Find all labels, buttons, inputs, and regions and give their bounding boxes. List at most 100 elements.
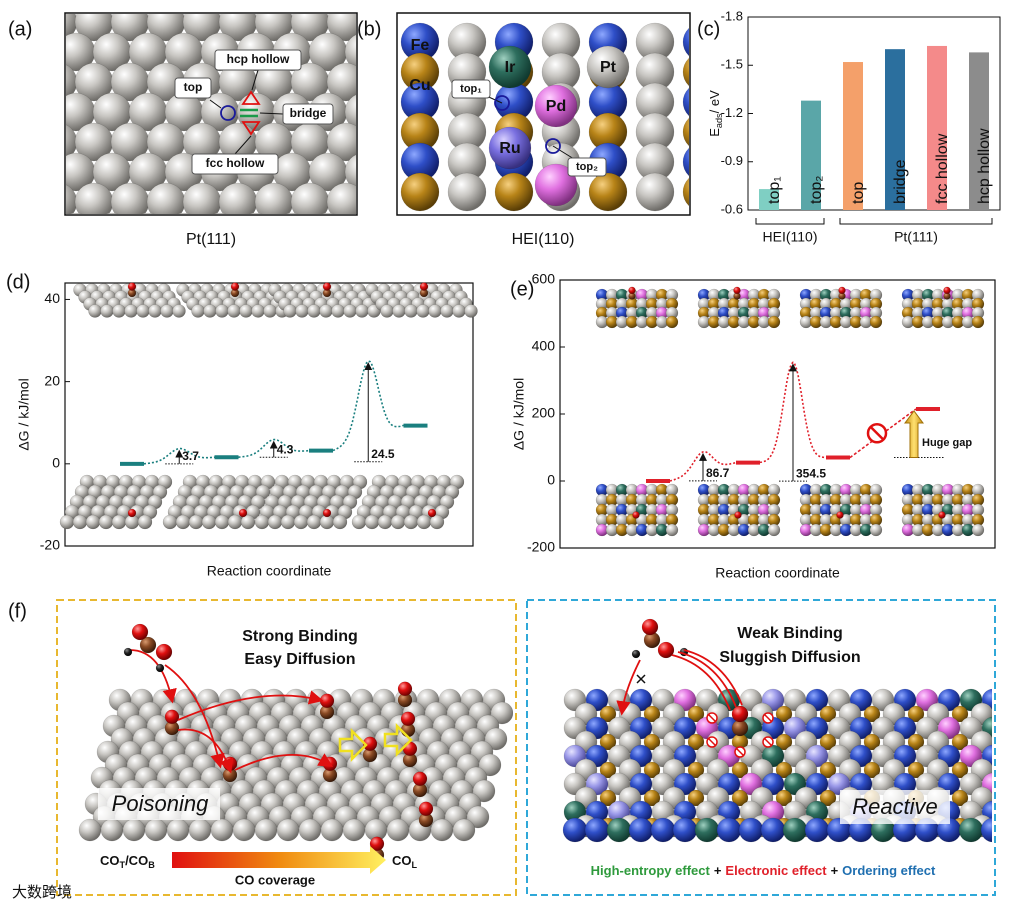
atom (390, 514, 406, 530)
atom (996, 818, 1012, 834)
atom (88, 304, 102, 318)
atom (907, 761, 925, 779)
hei-surface (400, 22, 689, 212)
atom (731, 705, 749, 723)
caption: Pt(111) (186, 231, 236, 248)
text-part: CO (100, 853, 120, 868)
atom (440, 304, 454, 318)
atom (588, 172, 628, 212)
axes-frame (64, 282, 474, 547)
atom (123, 647, 133, 657)
atom (584, 817, 610, 843)
atom (369, 836, 385, 851)
text-part: L (412, 860, 418, 870)
atom (767, 523, 781, 537)
atom (775, 705, 793, 723)
atom (232, 818, 256, 842)
atom (342, 818, 366, 842)
atom (599, 789, 617, 807)
y-tick-label: 20 (44, 372, 60, 388)
transition-curve (669, 450, 737, 482)
atom (283, 304, 297, 318)
atom (351, 514, 367, 530)
atom (238, 508, 248, 518)
atom (419, 282, 429, 291)
atom (263, 304, 277, 318)
atom (293, 514, 309, 530)
atom (665, 523, 679, 537)
atom (416, 514, 432, 530)
diffusion-arrow (177, 728, 234, 774)
atom (869, 523, 883, 537)
group-bracket (755, 218, 825, 225)
diffusion-arrow (616, 659, 641, 716)
atom (631, 649, 641, 659)
panel-label: (b) (357, 18, 381, 40)
group-bracket (839, 218, 993, 225)
site-box (451, 79, 491, 99)
atom (938, 511, 946, 519)
atom (635, 172, 675, 212)
atom (177, 212, 191, 214)
bar (759, 189, 779, 210)
bar (969, 52, 989, 211)
y-axis-label: ΔG / kJ/mol (16, 378, 32, 450)
atom (657, 641, 675, 659)
element-label: Ru (499, 140, 520, 157)
effect: High-entropy effect (591, 863, 711, 878)
atom (112, 304, 126, 318)
bar (927, 45, 947, 211)
atom (782, 817, 808, 843)
atom (162, 514, 178, 530)
atom (227, 514, 243, 530)
atom (362, 736, 378, 751)
atom (804, 817, 830, 843)
barrier-label: 354.5 (796, 466, 826, 480)
atom (775, 789, 793, 807)
site-box (174, 77, 212, 99)
atom (687, 733, 705, 751)
atom (472, 779, 496, 803)
bar (885, 49, 905, 210)
diffusion-arrow (177, 690, 324, 721)
atom (606, 817, 632, 843)
y-tick-label: -1.8 (721, 8, 743, 23)
site-marker (241, 90, 261, 105)
barrier-label: 24.5 (371, 447, 395, 461)
atom (996, 734, 1012, 750)
atom (775, 761, 793, 779)
atom (951, 705, 969, 723)
y-tick-label: -20 (40, 537, 60, 553)
atom (599, 733, 617, 751)
atom (819, 789, 837, 807)
atom (490, 701, 513, 725)
atom (326, 62, 356, 102)
atom (562, 817, 588, 843)
diffusion-arrow (677, 651, 737, 708)
transition-curve (143, 447, 215, 465)
bar-label: hcp hollow (976, 128, 993, 204)
blocked-sign (763, 713, 773, 723)
y-tick-label: 600 (532, 271, 556, 287)
atom (322, 508, 332, 518)
atom (907, 733, 925, 751)
y-tick-label: 400 (532, 338, 556, 354)
site-label: top₁ (460, 83, 482, 95)
watermark: 大数跨境 (12, 883, 72, 901)
atom (249, 212, 263, 214)
atom (738, 817, 764, 843)
atom (285, 212, 299, 214)
atom (155, 643, 173, 661)
effect: Electronic effect (725, 863, 827, 878)
effects-line: High-entropy effect + Electronic effect + Or… (591, 863, 936, 878)
atom (464, 304, 478, 318)
atom (21, 93, 59, 131)
atom (534, 163, 578, 207)
y-tick-label: -0.9 (721, 153, 743, 168)
diffusion-arrow (129, 649, 177, 704)
atom (996, 790, 1012, 806)
atom (321, 212, 335, 214)
atom (484, 727, 508, 751)
panel-label: (a) (8, 18, 32, 40)
atom (355, 304, 369, 318)
